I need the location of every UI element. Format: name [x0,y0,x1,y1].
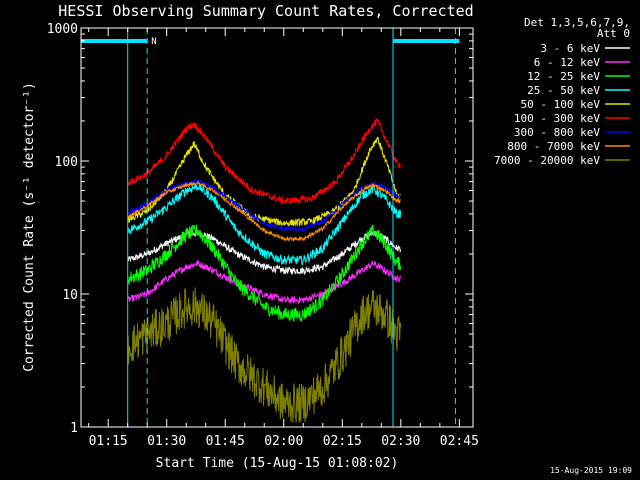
x-tick-label: 02:30 [381,434,420,449]
legend-label-5: 100 - 300 keV [514,112,600,125]
night-label: N [151,37,156,47]
legend-label-6: 300 - 800 keV [514,126,600,139]
x-tick-label: 02:00 [264,434,303,449]
y-axis-label: Corrected Count Rate (s⁻¹ detector⁻¹) [22,82,37,372]
y-tick-label: 1 [70,421,78,436]
y-tick-label: 1000 [47,22,78,37]
y-tick-label: 100 [55,155,78,170]
x-tick-label: 01:30 [147,434,186,449]
axis-ticks: 01:15 01:30 01:45 02:00 02:15 02:30 02:45 1 10 10… [47,22,479,449]
series-line-1 [127,260,402,305]
legend-label-2: 12 - 25 keV [527,70,600,83]
x-tick-label: 02:15 [323,434,362,449]
x-tick-label: 02:45 [440,434,479,449]
legend-label-0: 3 - 6 keV [540,42,600,55]
plot-frame [80,27,474,428]
saa-markers: N [81,28,460,427]
series-line-0 [127,229,402,276]
x-axis-label: Start Time (15-Aug-15 01:08:02) [156,456,399,471]
timestamp: 15-Aug-2015 19:09 [550,466,632,475]
chart-title: HESSI Observing Summary Count Rates, Cor… [58,2,473,20]
legend-label-3: 25 - 50 keV [527,84,600,97]
series-line-2 [127,224,402,323]
series-line-8 [127,287,402,423]
legend-label-4: 50 - 100 keV [521,98,601,111]
legend-header-line-1: Det 1,3,5,6,7,9, [524,16,630,29]
legend-label-1: 6 - 12 keV [534,56,601,69]
series-line-3 [127,182,402,266]
series-layer [127,118,402,423]
legend-header-line-2: Att 0 [597,27,630,40]
series-line-5 [127,118,402,206]
legend-label-7: 800 - 7000 keV [507,140,600,153]
x-tick-label: 01:15 [89,434,128,449]
series-line-4 [127,136,402,228]
x-tick-label: 01:45 [206,434,245,449]
legend-label-8: 7000 - 20000 keV [494,154,600,167]
y-tick-label: 10 [62,288,78,303]
series-line-7 [127,180,401,242]
